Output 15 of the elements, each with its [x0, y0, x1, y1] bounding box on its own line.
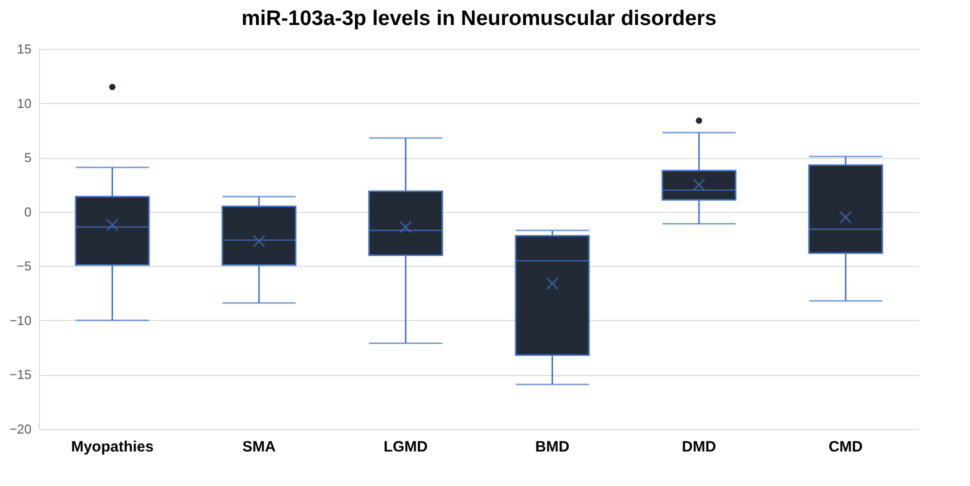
- x-tick-label: CMD: [828, 438, 863, 456]
- y-tick-label: 15: [17, 42, 32, 56]
- y-tick-label: −10: [9, 312, 32, 328]
- y-tick-label: −5: [16, 258, 32, 274]
- x-tick-label: DMD: [682, 438, 716, 456]
- y-tick-label: −20: [9, 422, 32, 436]
- x-tick-label: BMD: [535, 438, 570, 456]
- x-tick-label: Myopathies: [71, 438, 154, 456]
- x-tick-label: LGMD: [384, 438, 428, 456]
- y-tick-label: 10: [17, 96, 32, 111]
- y-tick-label: 5: [24, 150, 32, 166]
- y-tick-label: −15: [9, 367, 32, 382]
- y-tick-label: 0: [24, 204, 32, 220]
- chart-title: miR-103a-3p levels in Neuromuscular disorders: [241, 7, 717, 30]
- x-tick-label: SMA: [242, 438, 276, 456]
